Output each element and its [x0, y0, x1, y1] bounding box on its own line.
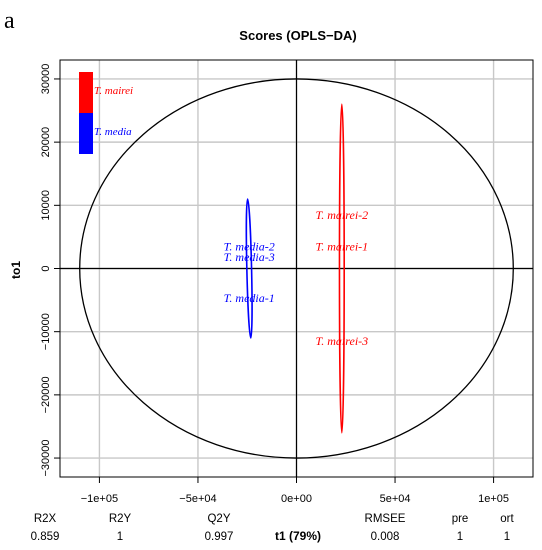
- stat-name: RMSEE: [365, 513, 406, 525]
- x-tick-label: −1e+05: [81, 493, 118, 505]
- y-tick-label: 0: [40, 265, 52, 271]
- stat-name: Q2Y: [207, 513, 230, 525]
- stat-name: ort: [500, 513, 514, 525]
- y-tick-label: 10000: [40, 190, 52, 221]
- x-axis-title: t1 (79%): [275, 529, 321, 543]
- model-stats: R2X 0.859 R2Y 1 Q2Y 0.997 RMSEE 0.008 pre 1 ort 1 t1…: [31, 513, 515, 543]
- point-label: T. media-3: [224, 250, 275, 264]
- x-tick-label: 5e+04: [380, 493, 411, 505]
- x-tick-label: −5e+04: [179, 493, 216, 505]
- y-tick-label: −30000: [40, 440, 52, 477]
- y-tick-label: 20000: [40, 127, 52, 158]
- series-group: [245, 103, 345, 434]
- series-ellipse-1: [245, 198, 253, 339]
- stat-name: R2X: [34, 513, 57, 525]
- legend-label-0: T. mairei: [94, 85, 133, 97]
- y-tick-label: −20000: [40, 376, 52, 413]
- y-tick-label: −10000: [40, 313, 52, 350]
- point-label: T. media-2: [224, 239, 275, 253]
- legend-swatch-1: [79, 113, 93, 154]
- y-axis-title: to1: [9, 261, 23, 279]
- stat-value: 1: [457, 531, 463, 543]
- stat-name: pre: [452, 513, 469, 525]
- chart-title: Scores (OPLS−DA): [239, 28, 356, 43]
- point-labels: T. mairei-2 T. mairei-1 T. mairei-3 T. medi…: [224, 208, 369, 348]
- axis-ticks: −1e+05 −5e+04 0e+00 5e+04 1e+05 −30000 −20000 −…: [40, 64, 509, 505]
- series-ellipse-0: [338, 103, 345, 434]
- stat-name: R2Y: [109, 513, 132, 525]
- stat-value: 0.997: [205, 531, 234, 543]
- point-label: T. mairei-1: [315, 239, 368, 253]
- legend: T. mairei T. media: [79, 72, 133, 154]
- panel-letter: a: [4, 8, 15, 34]
- legend-swatch-0: [79, 72, 93, 113]
- x-tick-label: 1e+05: [478, 493, 509, 505]
- stat-value: 1: [504, 531, 510, 543]
- stat-value: 0.859: [31, 531, 60, 543]
- y-tick-label: 30000: [40, 64, 52, 95]
- hotelling-ellipse: [79, 78, 514, 459]
- legend-label-1: T. media: [94, 126, 132, 138]
- stat-value: 1: [117, 531, 123, 543]
- stat-value: 0.008: [371, 531, 400, 543]
- zero-axes: [60, 60, 533, 477]
- point-label: T. mairei-3: [315, 334, 368, 348]
- point-label: T. mairei-2: [315, 208, 368, 222]
- point-label: T. media-1: [224, 291, 275, 305]
- hotelling-ellipse-group: [79, 78, 514, 459]
- x-tick-label: 0e+00: [281, 493, 312, 505]
